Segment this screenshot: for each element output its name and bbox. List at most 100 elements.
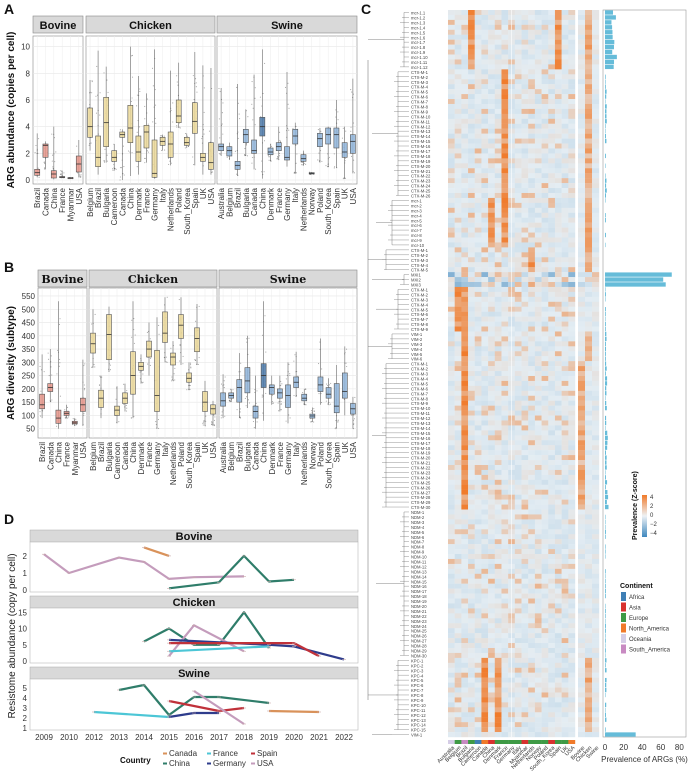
row-label: CTX-M-21 xyxy=(411,169,431,174)
facet-panel xyxy=(37,287,88,439)
heatmap-host-cell xyxy=(578,39,586,45)
heatmap-host-cell xyxy=(585,316,593,322)
row-label: NDM-26 xyxy=(411,634,427,639)
box xyxy=(292,129,299,145)
heatmap-cell xyxy=(468,321,475,327)
heatmap-cell xyxy=(501,133,509,139)
heatmap-host-cell xyxy=(592,529,600,535)
heatmap-cell xyxy=(554,202,562,209)
heatmap-cell xyxy=(468,623,475,629)
heatmap-cell xyxy=(561,499,569,505)
data-point xyxy=(237,137,239,140)
data-point xyxy=(123,165,125,168)
row-label: CTX-M-24 xyxy=(411,184,431,189)
heatmap-cell xyxy=(568,217,576,223)
row-label: mcr-1.8 xyxy=(411,45,426,50)
row-label: CTX-M-6 xyxy=(411,386,429,391)
row-label: mcr-5 xyxy=(411,218,422,223)
data-point xyxy=(137,120,139,122)
data-point xyxy=(344,362,346,364)
heatmap-cell xyxy=(528,717,536,723)
row-label: NDM-4 xyxy=(411,525,425,530)
heatmap-cell xyxy=(488,534,495,540)
heatmap-cell xyxy=(548,657,556,664)
heatmap-host-cell xyxy=(585,499,593,505)
heatmap-cell xyxy=(474,34,482,40)
heatmap-cell xyxy=(561,178,569,184)
heatmap-cell xyxy=(488,178,495,184)
data-point xyxy=(119,176,121,178)
heatmap-host-cell xyxy=(578,341,586,347)
heatmap-host-cell xyxy=(578,583,586,589)
data-point xyxy=(140,370,142,373)
data-point xyxy=(302,161,304,163)
heatmap-cell xyxy=(474,549,482,555)
heatmap-cell xyxy=(514,697,522,703)
heatmap-cell xyxy=(514,430,522,436)
heatmap-host-cell xyxy=(578,24,586,30)
data-point xyxy=(219,153,221,155)
heatmap-cell xyxy=(448,657,455,664)
heatmap-cell xyxy=(514,192,522,199)
heatmap-cell xyxy=(454,54,462,60)
heatmap-cell xyxy=(494,435,502,441)
heatmap-cell xyxy=(521,178,529,184)
heatmap-cell xyxy=(521,554,529,560)
heatmap-cell xyxy=(474,445,482,451)
heatmap-host-cell xyxy=(578,479,586,485)
heatmap-cell xyxy=(494,578,502,584)
heatmap-host-cell xyxy=(585,652,593,659)
heatmap-cell xyxy=(501,242,509,248)
heatmap-cell xyxy=(568,410,576,416)
heatmap-cell xyxy=(541,380,549,387)
heatmap-cell xyxy=(554,361,562,367)
heatmap-cell xyxy=(541,687,549,693)
heatmap-cell xyxy=(494,54,502,60)
heatmap-cell xyxy=(514,286,522,293)
heatmap-cell xyxy=(448,188,455,194)
heatmap-host-cell xyxy=(592,539,600,545)
row-label: CTX-M-7 xyxy=(411,317,429,322)
data-point xyxy=(251,103,253,105)
heatmap-cell xyxy=(494,173,502,179)
heatmap-host-cell xyxy=(578,608,586,614)
heatmap-cell xyxy=(481,558,489,565)
heatmap-cell xyxy=(468,672,475,678)
heatmap-cell xyxy=(541,524,549,530)
data-point xyxy=(344,353,346,355)
data-point xyxy=(73,419,75,421)
heatmap-cell xyxy=(548,202,556,209)
data-point xyxy=(35,144,37,147)
heatmap-cell xyxy=(494,366,502,372)
heatmap-cell xyxy=(474,672,482,678)
data-point xyxy=(72,424,74,426)
heatmap-cell xyxy=(481,375,489,382)
heatmap-cell xyxy=(468,237,475,243)
heatmap-cell xyxy=(548,499,556,505)
heatmap-cell xyxy=(488,445,495,451)
box xyxy=(194,327,200,353)
prevalence-bar xyxy=(605,336,607,342)
heatmap-cell xyxy=(514,188,522,194)
heatmap-cell xyxy=(528,74,536,80)
heatmap-cell xyxy=(488,123,495,129)
heatmap-cell xyxy=(554,469,562,476)
heatmap-host-cell xyxy=(592,707,600,713)
heatmap-cell xyxy=(534,657,542,664)
heatmap-cell xyxy=(461,385,469,392)
heatmap-cell xyxy=(521,306,529,312)
heatmap-host-cell xyxy=(585,257,593,263)
heatmap-cell xyxy=(494,514,502,520)
data-point xyxy=(147,123,149,125)
heatmap-cell xyxy=(554,192,562,199)
heatmap-host-cell xyxy=(592,558,600,565)
heatmap-cell xyxy=(548,39,556,45)
data-point xyxy=(277,157,279,159)
heatmap-cell xyxy=(481,247,489,253)
heatmap-cell xyxy=(501,227,509,233)
heatmap-cell xyxy=(554,464,562,471)
heatmap-cell xyxy=(448,633,455,639)
heatmap-cell xyxy=(494,652,502,659)
data-point xyxy=(146,98,148,100)
heatmap-cell xyxy=(481,588,489,594)
